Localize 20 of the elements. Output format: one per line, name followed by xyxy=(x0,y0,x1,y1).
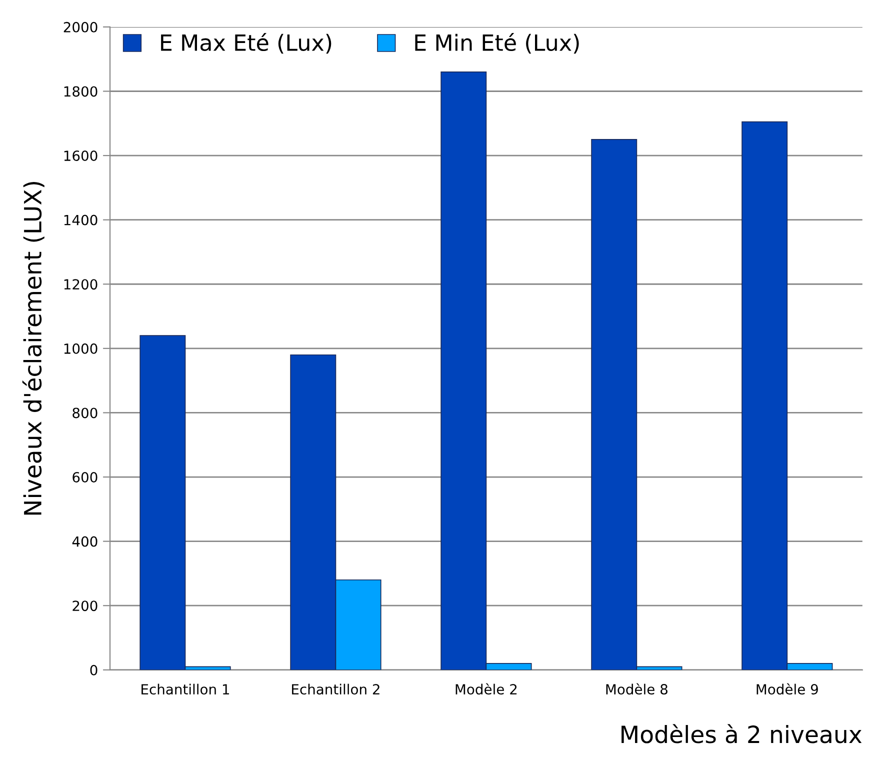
x-tick-label: Modèle 9 xyxy=(756,683,818,695)
x-tick-label: Modèle 2 xyxy=(456,683,517,695)
y-tick-label: 1400 xyxy=(64,214,98,226)
legend-label: E Min Eté (Lux) xyxy=(415,32,579,54)
y-tick-label: 1800 xyxy=(64,86,98,97)
y-tick-label: 0 xyxy=(90,664,98,676)
x-tick-label: Echantillon 1 xyxy=(142,684,230,695)
x-tick-label: Echantillon 2 xyxy=(292,684,380,695)
y-tick-label: 400 xyxy=(72,536,98,547)
x-tick-label: Modèle 8 xyxy=(606,683,668,695)
y-axis-title: Niveaux d'éclairement (LUX) xyxy=(22,182,44,515)
y-tick-label: 1600 xyxy=(64,150,98,162)
x-axis-title: Modèles à 2 niveaux xyxy=(622,724,862,744)
y-tick-label: 2000 xyxy=(64,22,98,32)
legend-label: E Max Eté (Lux) xyxy=(161,32,332,54)
y-tick-label: 600 xyxy=(72,472,98,482)
y-tick-label: 200 xyxy=(72,600,98,612)
y-tick-label: 800 xyxy=(72,408,98,418)
y-tick-label: 1000 xyxy=(64,343,98,354)
y-tick-label: 1200 xyxy=(64,279,98,290)
